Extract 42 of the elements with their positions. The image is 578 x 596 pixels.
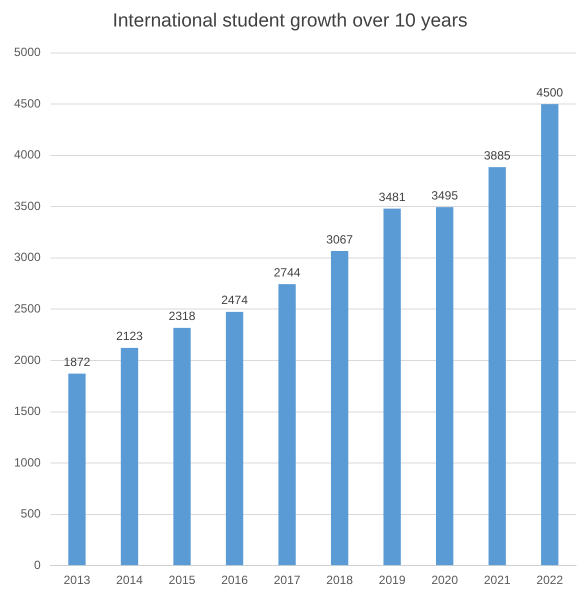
y-tick-label: 0 (34, 558, 42, 572)
bar (120, 348, 138, 566)
data-label: 3885 (484, 148, 511, 162)
x-tick-label: 2022 (536, 573, 564, 588)
data-label: 3481 (378, 190, 406, 204)
y-tick-label: 5000 (14, 45, 42, 60)
x-tick-label: 2021 (484, 573, 511, 588)
bar (436, 207, 454, 566)
bar (488, 167, 506, 566)
y-tick-label: 1000 (14, 455, 42, 470)
y-tick-label: 4000 (14, 148, 42, 162)
x-tick-label: 2015 (168, 573, 196, 588)
bar (383, 208, 401, 566)
y-tick-label: 2000 (14, 352, 42, 367)
x-tick-label: 2014 (116, 573, 144, 588)
x-tick-label: 2017 (274, 573, 301, 588)
data-label: 2123 (116, 329, 144, 344)
data-label: 2474 (221, 293, 248, 308)
data-label: 3067 (326, 232, 354, 246)
bar (226, 312, 244, 566)
x-tick-label: 2019 (378, 573, 406, 588)
bar (68, 374, 86, 566)
x-tick-label: 2016 (221, 573, 248, 588)
data-label: 4500 (536, 85, 564, 100)
y-tick-label: 1500 (14, 404, 42, 418)
y-tick-label: 3500 (14, 198, 42, 213)
chart-title: International student growth over 10 years (112, 10, 468, 32)
x-tick-label: 2018 (326, 573, 354, 588)
bar (173, 328, 191, 566)
y-tick-label: 3000 (14, 250, 42, 264)
data-label: 3495 (431, 188, 458, 202)
y-tick-label: 4500 (14, 96, 42, 110)
x-tick-label: 2013 (64, 573, 91, 588)
y-tick-label: 500 (20, 506, 42, 521)
data-label: 1872 (64, 354, 91, 369)
x-tick-label: 2020 (431, 573, 458, 588)
data-label: 2744 (274, 265, 301, 280)
bar (330, 251, 348, 566)
bar (541, 104, 558, 566)
bar (278, 284, 296, 566)
y-tick-label: 2500 (14, 302, 42, 316)
data-label: 2318 (168, 309, 196, 324)
